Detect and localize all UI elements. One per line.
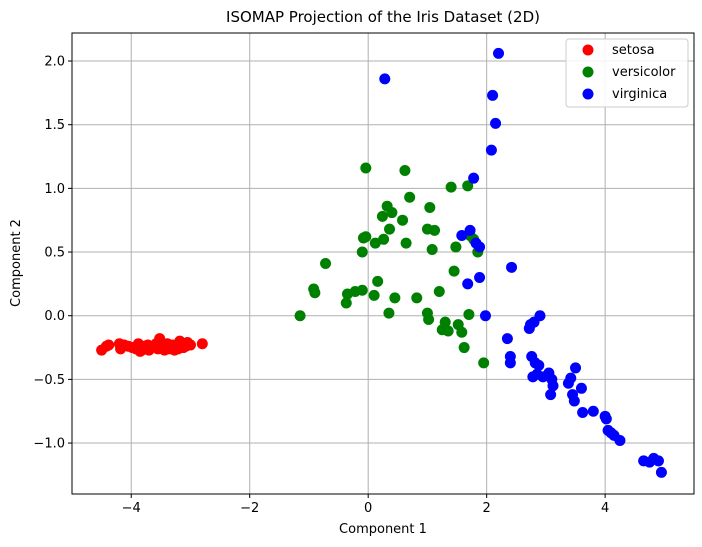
data-point-virginica	[479, 310, 491, 322]
legend-label-setosa: setosa	[612, 43, 655, 58]
data-point-versicolor	[356, 246, 368, 258]
data-point-versicolor	[448, 265, 460, 277]
data-point-setosa	[103, 339, 115, 351]
data-point-versicolor	[445, 181, 457, 193]
data-point-virginica	[568, 395, 580, 407]
x-axis-ticks: −4 −2 0 2 4	[122, 494, 609, 516]
data-point-virginica	[464, 224, 476, 236]
data-point-virginica	[575, 382, 587, 394]
x-tick-label: 0	[364, 501, 372, 516]
data-point-versicolor	[399, 165, 411, 177]
data-point-versicolor	[309, 287, 321, 299]
data-points	[96, 47, 667, 478]
chart-title: ISOMAP Projection of the Iris Dataset (2…	[226, 8, 540, 26]
data-point-virginica	[485, 144, 497, 156]
data-point-virginica	[652, 455, 664, 467]
legend-label-virginica: virginica	[612, 87, 667, 102]
data-point-virginica	[547, 380, 559, 392]
data-point-versicolor	[386, 207, 398, 219]
data-point-versicolor	[378, 233, 390, 245]
data-point-versicolor	[360, 162, 372, 174]
data-point-versicolor	[376, 210, 388, 222]
data-point-virginica	[379, 73, 391, 85]
data-point-setosa	[184, 339, 196, 351]
data-point-virginica	[490, 117, 502, 129]
legend-label-versicolor: versicolor	[612, 65, 676, 80]
x-tick-label: 4	[601, 501, 609, 516]
data-point-versicolor	[424, 201, 436, 213]
y-tick-label: 1.0	[44, 182, 65, 197]
y-axis-ticks: −1.0 −0.5 0.0 0.5 1.0 1.5 2.0	[33, 55, 72, 452]
data-point-versicolor	[320, 258, 332, 269]
y-tick-label: −0.5	[33, 373, 65, 388]
data-point-virginica	[474, 272, 486, 284]
data-point-versicolor	[368, 289, 380, 301]
data-point-virginica	[577, 407, 589, 418]
y-tick-label: 2.0	[44, 55, 65, 70]
data-point-virginica	[456, 229, 468, 241]
data-point-virginica	[533, 359, 545, 371]
data-point-versicolor	[356, 284, 368, 296]
y-tick-label: 1.5	[44, 118, 65, 133]
data-point-virginica	[655, 466, 667, 478]
data-point-virginica	[501, 333, 513, 345]
data-point-virginica	[565, 372, 577, 384]
data-point-virginica	[504, 357, 516, 369]
data-point-versicolor	[450, 241, 462, 253]
data-point-virginica	[506, 261, 518, 273]
data-point-versicolor	[383, 307, 395, 319]
data-point-versicolor	[340, 297, 352, 309]
data-point-versicolor	[384, 223, 396, 235]
data-point-virginica	[474, 241, 486, 253]
x-tick-label: −2	[240, 501, 259, 516]
data-point-versicolor	[462, 180, 474, 192]
data-point-versicolor	[389, 292, 401, 304]
plot-area-frame	[71, 32, 695, 495]
legend-marker-setosa	[582, 44, 594, 56]
data-point-virginica	[570, 362, 582, 374]
data-point-virginica	[545, 389, 557, 401]
data-point-versicolor	[411, 292, 423, 304]
data-point-virginica	[534, 310, 546, 322]
data-point-versicolor	[404, 191, 416, 203]
data-point-versicolor	[463, 308, 475, 320]
data-point-versicolor	[429, 224, 441, 236]
data-point-versicolor	[423, 314, 435, 326]
data-point-virginica	[600, 413, 612, 425]
x-tick-label: 2	[483, 501, 491, 516]
y-tick-label: −1.0	[33, 437, 65, 452]
legend-marker-versicolor	[582, 66, 594, 78]
y-tick-label: 0.0	[44, 309, 65, 324]
data-point-versicolor	[372, 275, 384, 287]
data-point-virginica	[614, 435, 626, 447]
legend-box	[565, 38, 689, 108]
data-point-virginica	[587, 405, 599, 417]
legend: setosa versicolor virginica	[565, 38, 689, 108]
y-tick-label: 0.5	[44, 246, 65, 261]
data-point-versicolor	[442, 325, 454, 337]
data-point-virginica	[487, 89, 499, 101]
data-point-versicolor	[360, 231, 372, 243]
data-point-virginica	[493, 47, 505, 59]
grid-lines	[72, 33, 694, 494]
data-point-versicolor	[439, 316, 451, 328]
data-point-versicolor	[294, 310, 306, 322]
x-axis-label: Component 1	[339, 522, 427, 537]
data-point-setosa	[196, 338, 208, 350]
data-point-versicolor	[400, 237, 412, 249]
data-point-virginica	[468, 172, 480, 184]
x-tick-label: −4	[122, 501, 141, 516]
data-point-virginica	[462, 278, 474, 290]
data-point-versicolor	[478, 357, 490, 369]
data-point-versicolor	[458, 342, 470, 354]
data-point-versicolor	[397, 214, 409, 226]
data-point-versicolor	[433, 286, 445, 298]
legend-marker-virginica	[582, 88, 594, 100]
data-point-versicolor	[456, 326, 468, 338]
data-point-versicolor	[426, 243, 438, 255]
data-point-versicolor	[369, 237, 381, 249]
y-axis-label: Component 2	[9, 219, 24, 307]
